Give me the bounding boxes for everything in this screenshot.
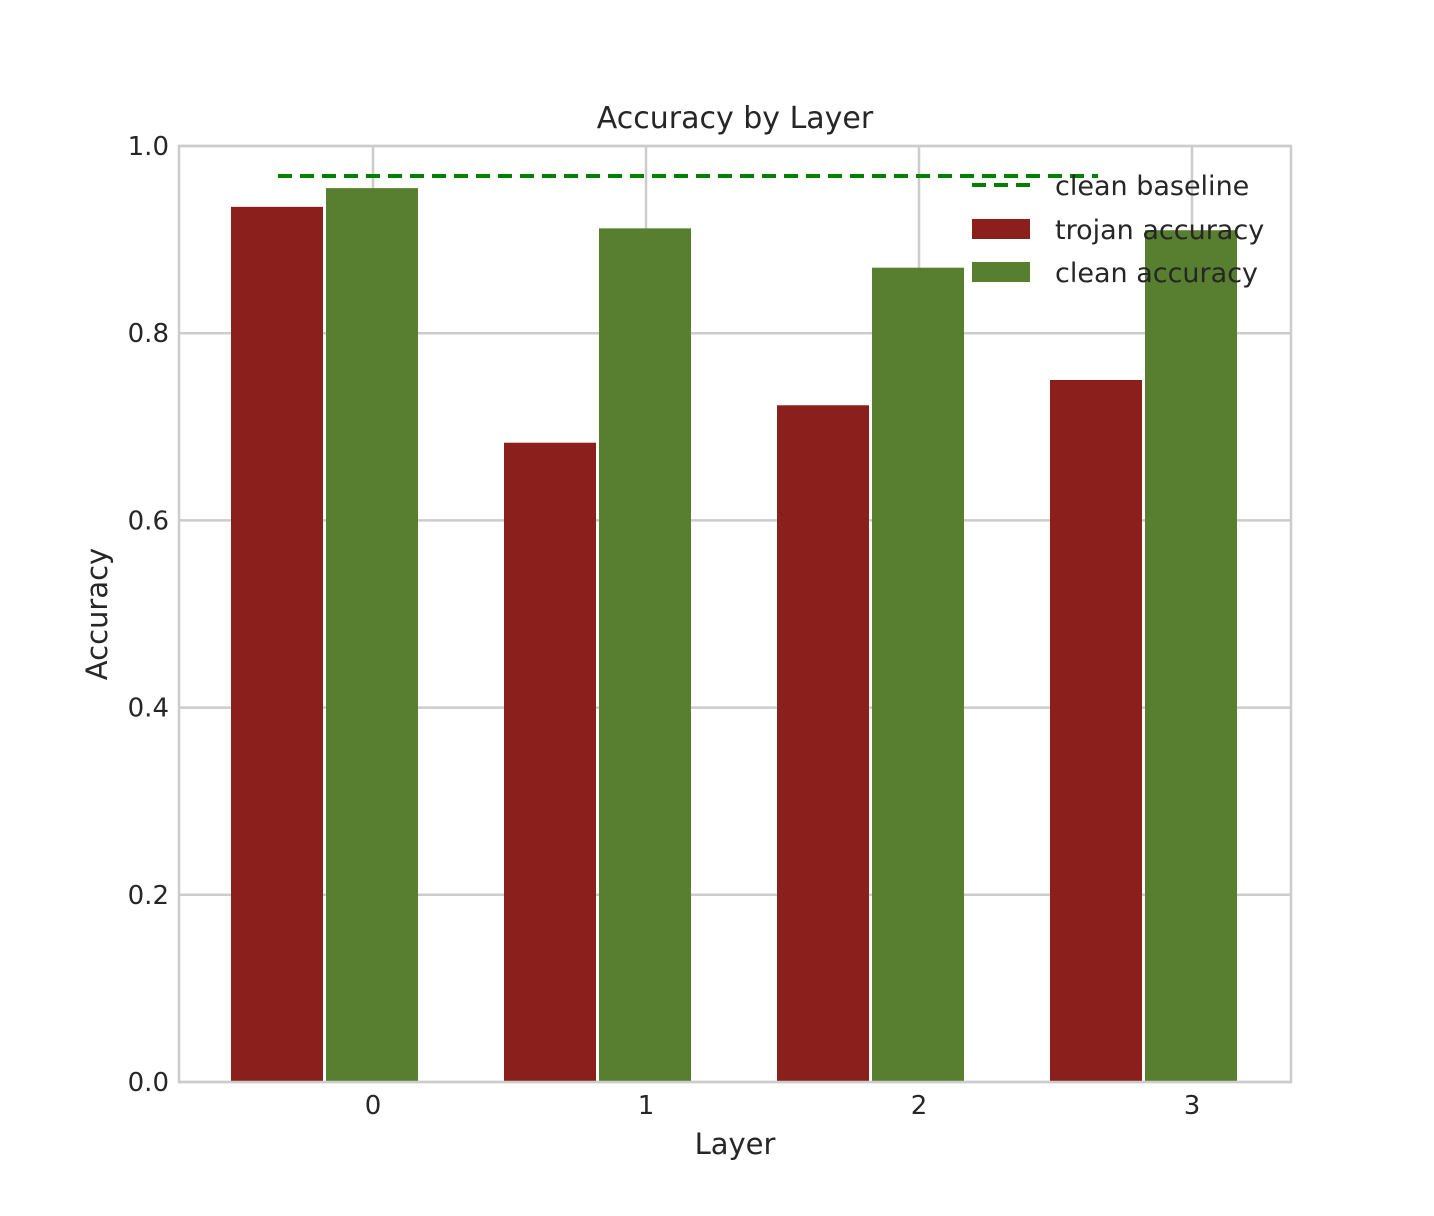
- legend-label-baseline: clean baseline: [1055, 171, 1249, 202]
- y-tick-label: 0.4: [128, 694, 169, 724]
- y-tick-label: 0.0: [128, 1068, 169, 1098]
- legend-trojan-swatch: [972, 219, 1030, 239]
- bar-clean-accuracy-0: [326, 188, 418, 1082]
- bars: [231, 188, 1237, 1083]
- bar-trojan-accuracy-3: [1050, 380, 1142, 1082]
- y-tick-label: 0.8: [128, 319, 169, 349]
- y-tick-label: 0.6: [128, 506, 169, 536]
- bar-trojan-accuracy-0: [231, 206, 323, 1083]
- x-tick-label: 3: [1184, 1091, 1201, 1121]
- bar-clean-accuracy-1: [599, 228, 691, 1083]
- bar-clean-accuracy-2: [872, 267, 964, 1082]
- plot-frame: [177, 144, 1293, 1084]
- x-tick-label: 0: [365, 1091, 382, 1121]
- y-tick-label: 1.0: [128, 132, 169, 162]
- chart-title: Accuracy by Layer: [597, 101, 874, 136]
- bar-trojan-accuracy-2: [777, 405, 869, 1083]
- bar-clean-accuracy-3: [1145, 230, 1237, 1083]
- legend-clean-swatch: [972, 262, 1030, 282]
- legend-label-clean: clean accuracy: [1055, 258, 1258, 289]
- x-tick-label: 1: [638, 1091, 655, 1121]
- y-axis-label: Accuracy: [80, 548, 114, 680]
- legend-label-trojan: trojan accuracy: [1055, 215, 1264, 246]
- tick-labels: 0.0 0.2 0.4 0.6 0.8 1.0 0 1 2 3: [128, 132, 1201, 1121]
- x-axis-label: Layer: [695, 1127, 776, 1161]
- bar-trojan-accuracy-1: [504, 442, 596, 1082]
- y-tick-label: 0.2: [128, 881, 169, 911]
- legend: clean baseline trojan accuracy clean acc…: [972, 171, 1264, 289]
- x-tick-label: 2: [911, 1091, 928, 1121]
